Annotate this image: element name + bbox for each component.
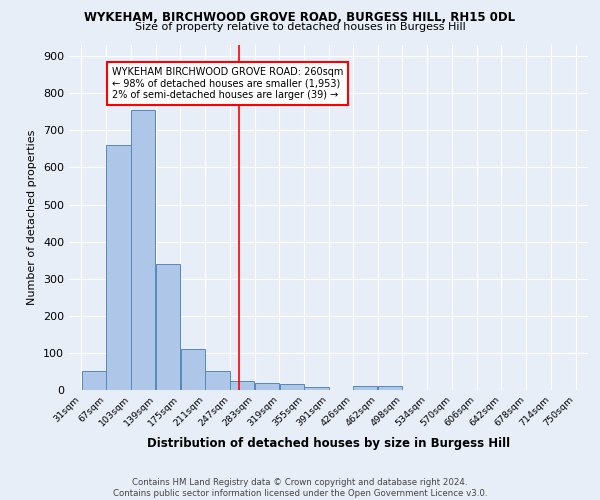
Bar — [378, 386, 402, 390]
Text: WYKEHAM, BIRCHWOOD GROVE ROAD, BURGESS HILL, RH15 0DL: WYKEHAM, BIRCHWOOD GROVE ROAD, BURGESS H… — [85, 11, 515, 24]
Text: Size of property relative to detached houses in Burgess Hill: Size of property relative to detached ho… — [134, 22, 466, 32]
Bar — [304, 387, 329, 390]
X-axis label: Distribution of detached houses by size in Burgess Hill: Distribution of detached houses by size … — [147, 436, 510, 450]
Text: Contains HM Land Registry data © Crown copyright and database right 2024.
Contai: Contains HM Land Registry data © Crown c… — [113, 478, 487, 498]
Bar — [230, 380, 254, 390]
Bar — [353, 386, 377, 390]
Y-axis label: Number of detached properties: Number of detached properties — [28, 130, 37, 305]
Bar — [82, 372, 106, 390]
Text: WYKEHAM BIRCHWOOD GROVE ROAD: 260sqm
← 98% of detached houses are smaller (1,953: WYKEHAM BIRCHWOOD GROVE ROAD: 260sqm ← 9… — [112, 68, 343, 100]
Bar — [255, 382, 279, 390]
Bar — [205, 372, 230, 390]
Bar — [131, 110, 155, 390]
Bar — [181, 349, 205, 390]
Bar — [156, 264, 180, 390]
Bar — [106, 145, 131, 390]
Bar — [280, 384, 304, 390]
